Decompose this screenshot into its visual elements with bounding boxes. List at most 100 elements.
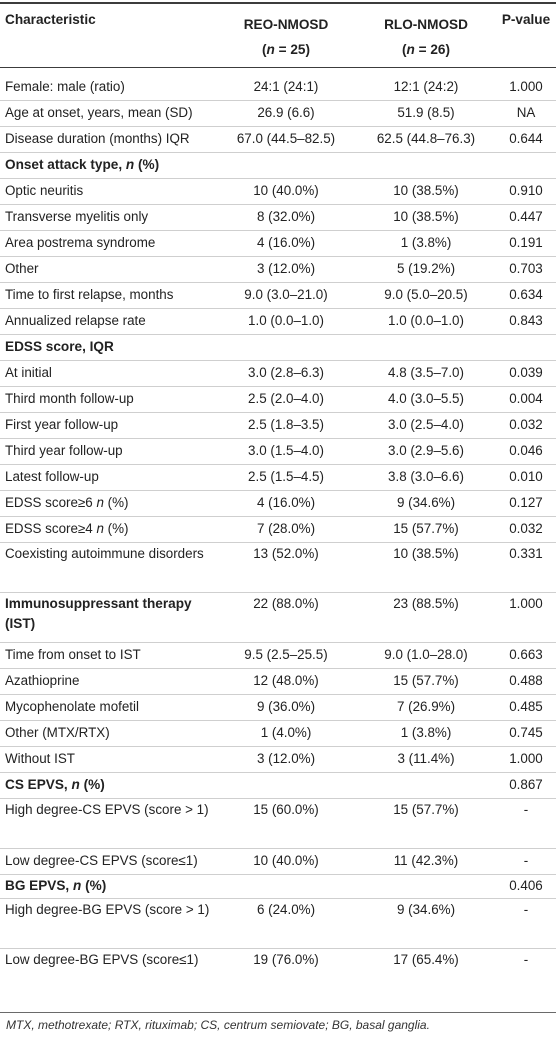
row-separator <box>0 898 556 899</box>
cell-pvalue: 0.663 <box>509 647 543 662</box>
cell-pvalue: 1.000 <box>509 79 543 94</box>
table-bottom-rule <box>0 1012 556 1013</box>
row-label: Latest follow-up <box>5 469 99 484</box>
cell-rlo: 3 (11.4%) <box>397 751 455 766</box>
row-separator <box>0 256 556 257</box>
row-label: Annualized relapse rate <box>5 313 146 328</box>
row-label: Other (MTX/RTX) <box>5 725 110 740</box>
cell-rlo: 10 (38.5%) <box>393 183 459 198</box>
cell-rlo: 4.8 (3.5–7.0) <box>388 365 464 380</box>
cell-reo: 6 (24.0%) <box>256 902 316 917</box>
cell-pvalue: 0.910 <box>509 183 543 198</box>
cell-rlo: 9 (34.6%) <box>396 495 456 510</box>
col-header-reo: REO-NMOSD (n = 25) <box>220 12 352 62</box>
row-label: Immunosuppressant therapy (IST) <box>5 596 192 631</box>
cell-rlo: 9.0 (5.0–20.5) <box>384 287 468 302</box>
row-label: Low degree-BG EPVS (score≤1) <box>5 952 199 967</box>
cell-reo: 26.9 (6.6) <box>257 105 315 120</box>
row-separator <box>0 948 556 949</box>
cell-pvalue: 0.485 <box>509 699 543 714</box>
row-label: Azathioprine <box>5 673 80 688</box>
cell-reo: 15 (60.0%) <box>253 802 319 817</box>
cell-rlo: 15 (57.7%) <box>393 521 459 536</box>
row-label: High degree-BG EPVS (score > 1) <box>5 902 210 917</box>
col-header-rlo: RLO-NMOSD (n = 26) <box>360 12 492 62</box>
row-separator <box>0 798 556 799</box>
row-label: Time from onset to IST <box>5 647 141 662</box>
cell-rlo: 11 (42.3%) <box>393 853 459 868</box>
row-label: EDSS score≥4 n (%) <box>5 521 129 536</box>
cell-pvalue: 0.039 <box>509 365 543 380</box>
cell-reo: 4 (16.0%) <box>256 495 316 510</box>
cell-pvalue: 0.447 <box>509 209 543 224</box>
cell-reo: 3.0 (1.5–4.0) <box>248 443 324 458</box>
row-label: BG EPVS, n (%) <box>5 878 107 893</box>
row-label: Age at onset, years, mean (SD) <box>5 105 193 120</box>
cell-rlo: 10 (38.5%) <box>393 546 459 561</box>
row-separator <box>0 126 556 127</box>
cell-reo: 1.0 (0.0–1.0) <box>248 313 324 328</box>
row-label: First year follow-up <box>5 417 119 432</box>
cell-reo: 2.5 (1.5–4.5) <box>248 469 324 484</box>
row-label: Onset attack type, n (%) <box>5 157 160 172</box>
row-label: Mycophenolate mofetil <box>5 699 139 714</box>
cell-reo: 3 (12.0%) <box>256 261 316 276</box>
row-separator <box>0 874 556 875</box>
row-label: CS EPVS, n (%) <box>5 777 105 792</box>
cell-reo: 19 (76.0%) <box>253 952 319 967</box>
row-label: Other <box>5 261 39 276</box>
cell-reo: 12 (48.0%) <box>253 673 319 688</box>
cell-reo: 2.5 (1.8–3.5) <box>248 417 324 432</box>
cell-pvalue: 0.745 <box>509 725 543 740</box>
row-label: Female: male (ratio) <box>5 79 125 94</box>
row-label: Optic neuritis <box>5 183 84 198</box>
cell-rlo: 15 (57.7%) <box>393 802 459 817</box>
table-top-rule <box>0 2 556 4</box>
cell-pvalue: 0.406 <box>509 878 543 893</box>
row-separator <box>0 592 556 593</box>
row-label: EDSS score≥6 n (%) <box>5 495 129 510</box>
cell-rlo: 9.0 (1.0–28.0) <box>384 647 468 662</box>
cell-rlo: 1.0 (0.0–1.0) <box>388 313 464 328</box>
cell-pvalue: - <box>523 952 529 967</box>
cell-pvalue: 1.000 <box>509 596 543 611</box>
cell-reo: 13 (52.0%) <box>253 546 319 561</box>
row-label: High degree-CS EPVS (score > 1) <box>5 802 209 817</box>
cell-rlo: 3.0 (2.9–5.6) <box>388 443 464 458</box>
cell-pvalue: 0.867 <box>509 777 543 792</box>
cell-rlo: 10 (38.5%) <box>393 209 459 224</box>
cell-rlo: 5 (19.2%) <box>396 261 456 276</box>
cell-pvalue: 0.843 <box>509 313 543 328</box>
cell-pvalue: 0.634 <box>509 287 543 302</box>
cell-rlo: 23 (88.5%) <box>393 596 459 611</box>
cell-pvalue: 0.004 <box>509 391 543 406</box>
cell-pvalue: 0.032 <box>509 417 543 432</box>
cell-reo: 9.0 (3.0–21.0) <box>244 287 328 302</box>
cell-rlo: 9 (34.6%) <box>396 902 456 917</box>
header-rule <box>0 67 556 68</box>
col-header-rlo-n: (n = 26) <box>402 42 450 57</box>
cell-rlo: 7 (26.9%) <box>396 699 456 714</box>
cell-reo: 2.5 (2.0–4.0) <box>248 391 324 406</box>
cell-pvalue: 0.046 <box>509 443 543 458</box>
cell-reo: 9.5 (2.5–25.5) <box>244 647 328 662</box>
row-separator <box>0 386 556 387</box>
col-header-characteristic: Characteristic <box>5 12 96 27</box>
cell-pvalue: - <box>523 802 529 817</box>
cell-reo: 22 (88.0%) <box>253 596 319 611</box>
row-separator <box>0 772 556 773</box>
cell-reo: 7 (28.0%) <box>256 521 316 536</box>
row-separator <box>0 464 556 465</box>
cell-pvalue: 0.331 <box>509 546 543 561</box>
col-header-rlo-title: RLO-NMOSD <box>384 17 468 32</box>
cell-rlo: 1 (3.8%) <box>400 725 452 740</box>
cell-pvalue: NA <box>516 105 536 120</box>
cell-reo: 8 (32.0%) <box>256 209 316 224</box>
row-separator <box>0 642 556 643</box>
row-separator <box>0 334 556 335</box>
row-label: EDSS score, IQR <box>5 339 114 354</box>
row-label: Transverse myelitis only <box>5 209 149 224</box>
cell-pvalue: - <box>523 902 529 917</box>
row-separator <box>0 308 556 309</box>
cell-pvalue: 1.000 <box>509 751 543 766</box>
